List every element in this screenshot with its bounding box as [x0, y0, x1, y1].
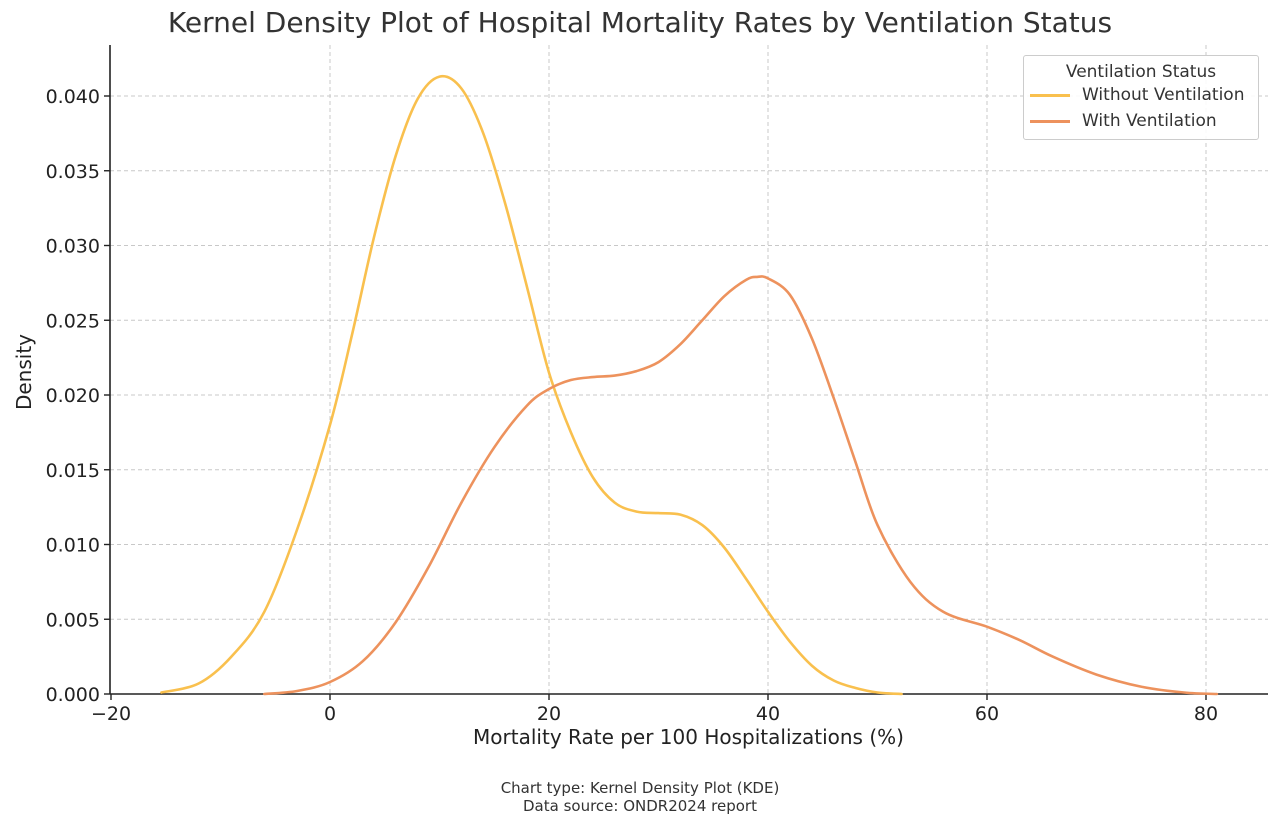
caption-data-source: Data source: ONDR2024 report	[523, 797, 757, 815]
axes	[109, 45, 1268, 695]
y-tick-label: 0.025	[46, 310, 100, 332]
y-tick-label: 0.010	[46, 535, 100, 557]
caption-chart-type: Chart type: Kernel Density Plot (KDE)	[500, 779, 780, 797]
tick-marks: −20 0 20 40 60 80 0.000 0.005 0.010 0.015 0.020 0.0…	[46, 86, 1219, 725]
legend-title: Ventilation Status	[1065, 62, 1217, 82]
x-tick-label: 80	[1194, 703, 1218, 725]
legend-item-without-ventilation: Without Ventilation	[1024, 82, 1258, 108]
x-tick-label: 40	[756, 703, 780, 725]
y-tick-label: 0.005	[46, 609, 100, 631]
density-line-with-ventilation	[263, 275, 1219, 696]
chart-caption: Chart type: Kernel Density Plot (KDE) Da…	[0, 779, 1280, 815]
legend-label-without-ventilation: Without Ventilation	[1082, 85, 1245, 105]
x-tick-label: 60	[975, 703, 999, 725]
y-tick-label: 0.020	[46, 385, 100, 407]
legend-label-with-ventilation: With Ventilation	[1082, 111, 1217, 131]
legend-item-with-ventilation: With Ventilation	[1024, 108, 1258, 134]
y-tick-label: 0.015	[46, 460, 100, 482]
density-line-without-ventilation	[160, 74, 903, 696]
chart-title: Kernel Density Plot of Hospital Mortalit…	[167, 6, 1113, 39]
legend: Ventilation Status Without Ventilation W…	[1023, 55, 1259, 140]
y-tick-label: 0.030	[46, 236, 100, 258]
legend-swatch-without-ventilation	[1030, 93, 1070, 97]
x-tick-label: 20	[537, 703, 561, 725]
legend-swatch-with-ventilation	[1030, 119, 1070, 123]
y-tick-label: 0.040	[46, 86, 100, 108]
x-axis-label: Mortality Rate per 100 Hospitalizations …	[473, 725, 904, 749]
y-tick-label: 0.035	[46, 161, 100, 183]
grid-lines	[110, 45, 1268, 694]
density-series	[160, 74, 1219, 696]
y-tick-label: 0.000	[46, 684, 100, 706]
x-tick-label: −20	[91, 703, 131, 725]
x-tick-label: 0	[324, 703, 336, 725]
y-axis-label: Density	[12, 333, 36, 411]
